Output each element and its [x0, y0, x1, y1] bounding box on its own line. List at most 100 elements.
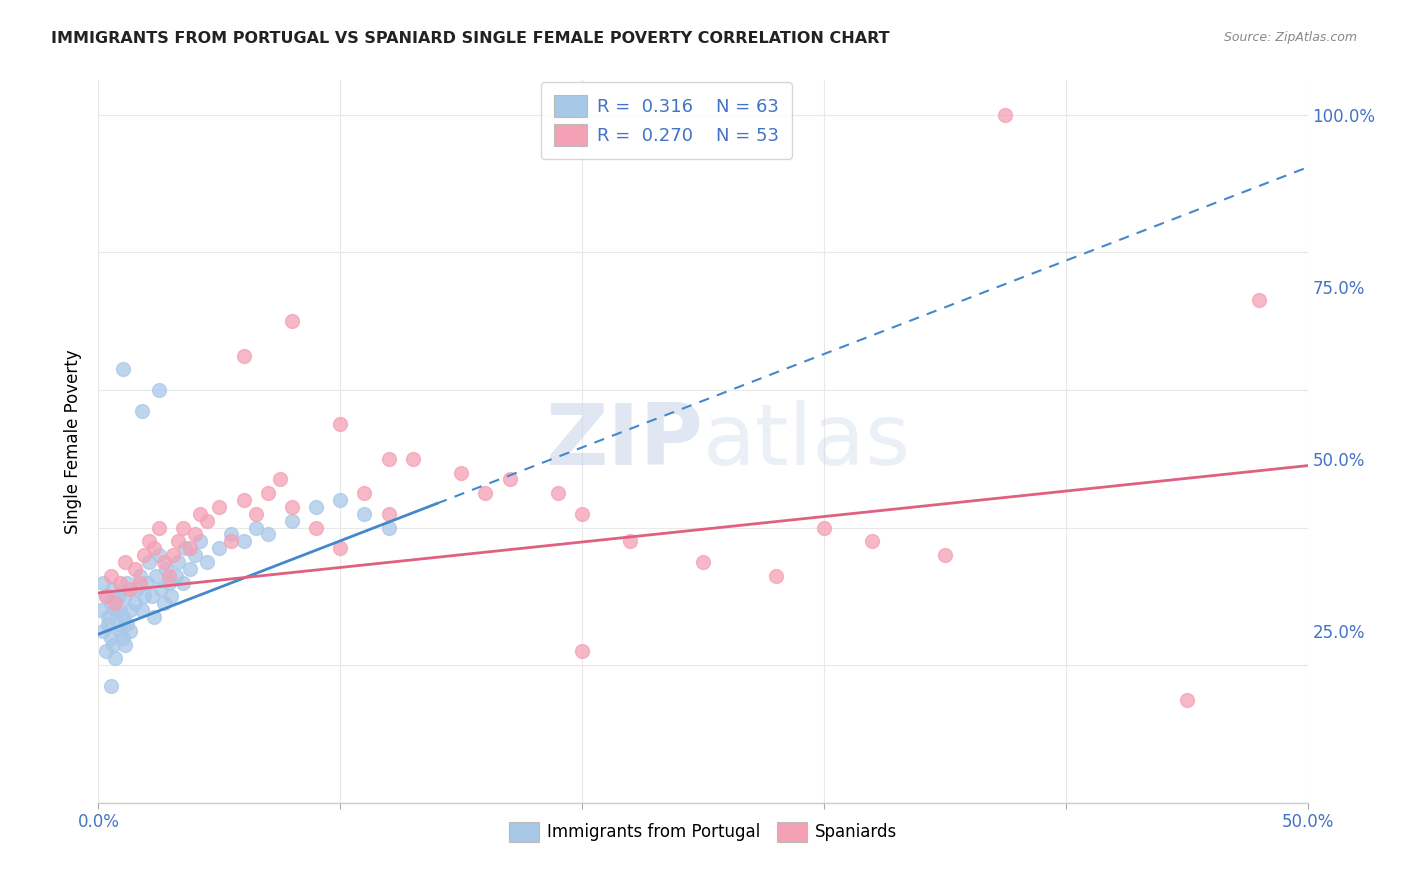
Point — [765, 568, 787, 582]
Point — [91, 624, 114, 638]
Text: Source: ZipAtlas.com: Source: ZipAtlas.com — [1223, 31, 1357, 45]
Point — [104, 651, 127, 665]
Point — [195, 514, 218, 528]
Y-axis label: Single Female Poverty: Single Female Poverty — [65, 350, 83, 533]
Point — [377, 520, 399, 534]
Point — [107, 590, 129, 604]
Legend: Immigrants from Portugal, Spaniards: Immigrants from Portugal, Spaniards — [502, 815, 904, 848]
Point — [571, 644, 593, 658]
Point — [402, 451, 425, 466]
Point — [97, 616, 120, 631]
Point — [994, 108, 1017, 122]
Point — [138, 534, 160, 549]
Point — [172, 520, 194, 534]
Point — [160, 590, 183, 604]
Point — [128, 575, 150, 590]
Point — [100, 596, 122, 610]
Point — [138, 555, 160, 569]
Point — [111, 610, 134, 624]
Point — [145, 568, 167, 582]
Point — [188, 507, 211, 521]
Point — [131, 403, 153, 417]
Point — [172, 575, 194, 590]
Point — [117, 616, 139, 631]
Point — [108, 603, 131, 617]
Point — [150, 582, 173, 597]
Point — [152, 596, 174, 610]
Point — [100, 568, 122, 582]
Point — [107, 616, 129, 631]
Point — [1175, 692, 1198, 706]
Text: atlas: atlas — [703, 400, 911, 483]
Point — [221, 534, 243, 549]
Point — [184, 527, 207, 541]
Point — [305, 520, 328, 534]
Point — [934, 548, 956, 562]
Point — [450, 466, 472, 480]
Point — [100, 679, 122, 693]
Point — [118, 603, 141, 617]
Text: ZIP: ZIP — [546, 400, 703, 483]
Point — [498, 472, 520, 486]
Point — [148, 383, 170, 397]
Point — [184, 548, 207, 562]
Point — [281, 514, 304, 528]
Point — [108, 575, 131, 590]
Point — [124, 562, 146, 576]
Point — [474, 486, 496, 500]
Point — [101, 638, 124, 652]
Point — [377, 507, 399, 521]
Point — [111, 631, 134, 645]
Point — [100, 631, 122, 645]
Point — [155, 562, 177, 576]
Point — [118, 582, 141, 597]
Point — [619, 534, 641, 549]
Point — [141, 590, 163, 604]
Point — [128, 568, 150, 582]
Point — [162, 548, 184, 562]
Point — [114, 590, 136, 604]
Point — [188, 534, 211, 549]
Point — [269, 472, 291, 486]
Point — [94, 590, 117, 604]
Point — [134, 548, 156, 562]
Point — [152, 555, 174, 569]
Point — [117, 575, 139, 590]
Point — [165, 568, 187, 582]
Point — [157, 568, 180, 582]
Point — [195, 555, 218, 569]
Point — [124, 596, 146, 610]
Point — [329, 493, 352, 508]
Point — [114, 555, 136, 569]
Point — [148, 548, 170, 562]
Point — [571, 507, 593, 521]
Point — [118, 624, 141, 638]
Point — [143, 610, 166, 624]
Point — [256, 486, 278, 500]
Point — [94, 644, 117, 658]
Point — [377, 451, 399, 466]
Point — [167, 555, 190, 569]
Point — [329, 417, 352, 432]
Point — [813, 520, 835, 534]
Point — [97, 610, 120, 624]
Point — [90, 603, 112, 617]
Point — [104, 603, 127, 617]
Point — [148, 520, 170, 534]
Point — [143, 541, 166, 556]
Point — [174, 541, 197, 556]
Point — [692, 555, 714, 569]
Point — [860, 534, 883, 549]
Point — [131, 603, 153, 617]
Point — [135, 575, 157, 590]
Point — [232, 534, 254, 549]
Point — [256, 527, 278, 541]
Point — [232, 349, 254, 363]
Point — [114, 638, 136, 652]
Point — [305, 500, 328, 514]
Point — [127, 582, 149, 597]
Point — [108, 624, 131, 638]
Point — [111, 362, 134, 376]
Point — [94, 590, 117, 604]
Point — [547, 486, 569, 500]
